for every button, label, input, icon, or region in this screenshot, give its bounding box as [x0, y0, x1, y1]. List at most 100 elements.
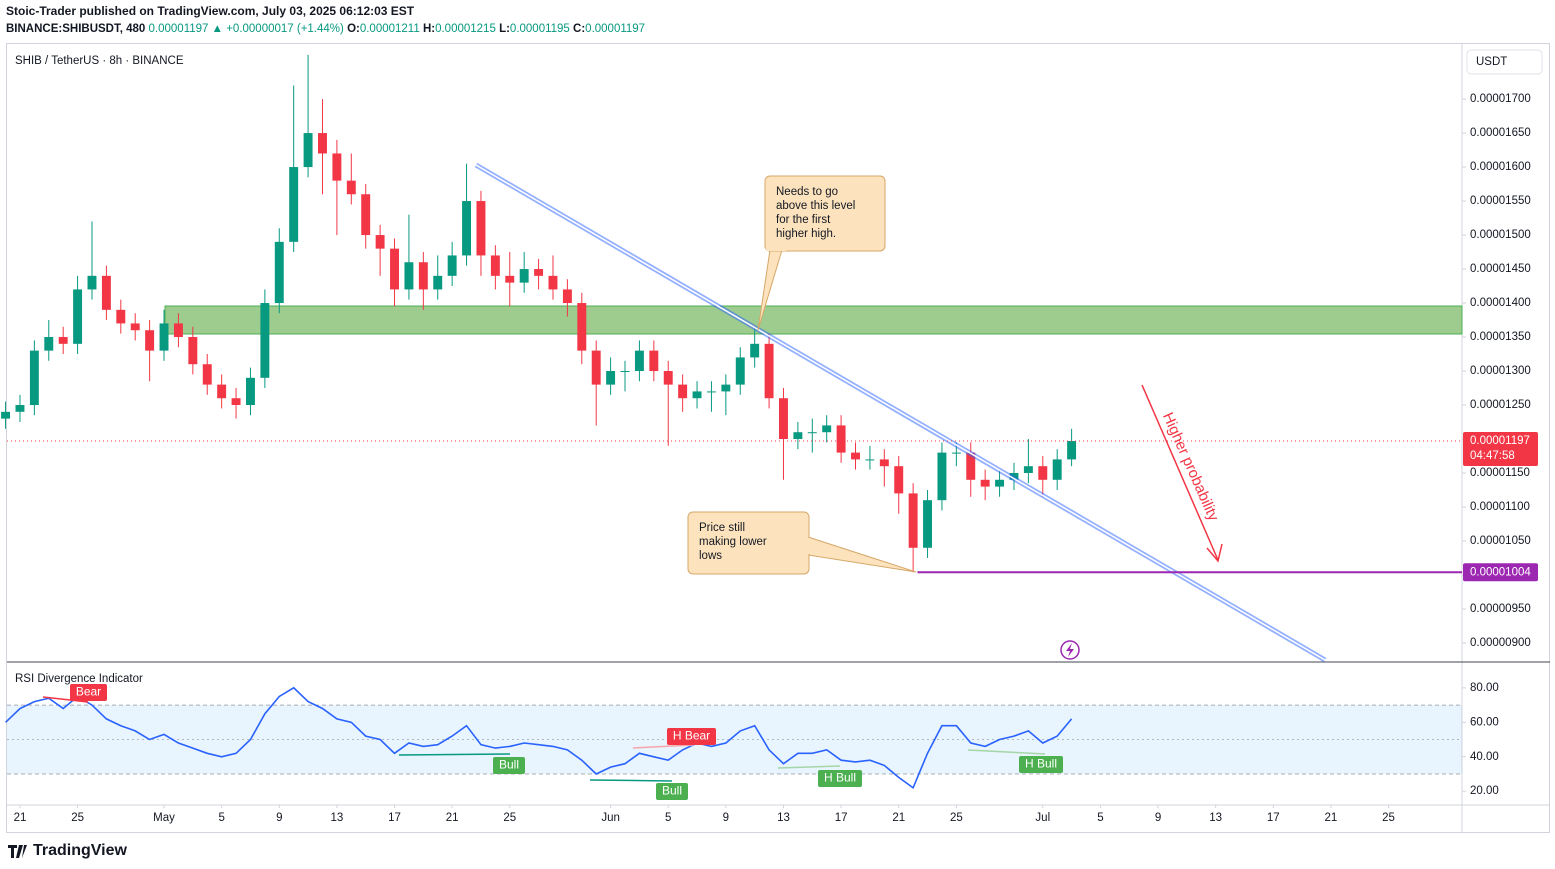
candle-body [289, 167, 299, 242]
ohlc-value: 0.00001215 [435, 23, 496, 35]
candle-body [663, 371, 673, 385]
divergence-line [589, 779, 673, 782]
rsi-tick-label: 40.00 [1470, 751, 1499, 763]
trendline-core [475, 164, 1326, 661]
candle-body [1, 411, 11, 419]
countdown: 04:47:58 [1470, 450, 1515, 462]
x-tick-label: 13 [330, 812, 343, 824]
candle-body [58, 337, 68, 344]
candle-body [462, 201, 472, 256]
brand-logo [8, 845, 27, 858]
publisher: Stoic-Trader published on TradingView.co… [6, 4, 415, 18]
candle-body [822, 425, 832, 433]
candle-body [447, 255, 457, 276]
candle-body [390, 248, 399, 290]
candle-body [217, 384, 227, 399]
x-tick-label: 21 [1325, 812, 1338, 824]
change: ▲ +0.00000017 (+1.44%) [212, 23, 344, 35]
x-tick-label: 21 [892, 812, 905, 824]
x-tick-label: 17 [1267, 812, 1280, 824]
x-tick-label: Jun [601, 812, 620, 824]
x-tick-label: 13 [1209, 812, 1222, 824]
candle-body [534, 269, 544, 276]
candle-body [101, 275, 111, 310]
x-tick-label: 9 [276, 812, 282, 824]
divergence-text: Bull [499, 758, 519, 772]
ohlc-label: H: [423, 23, 435, 35]
candle-body [562, 289, 572, 304]
callout-text: higher high. [776, 228, 836, 240]
candle-body [980, 479, 990, 487]
currency[interactable]: USDT [1476, 56, 1507, 68]
candle-body [433, 275, 443, 290]
callout-text: Price still [699, 522, 745, 534]
candle-body [750, 343, 760, 358]
divergence-label [493, 757, 525, 774]
arrow-head [1206, 543, 1223, 563]
candle-body [274, 241, 284, 304]
divergence-label [667, 728, 716, 745]
x-tick-label: 5 [665, 812, 671, 824]
divergence-line [967, 749, 1046, 755]
divergence-line [777, 765, 841, 769]
divergence-text: H Bull [824, 771, 856, 785]
candle-body [202, 364, 212, 385]
candle-body [923, 500, 933, 548]
divergence-label [818, 770, 862, 787]
candle-body [375, 235, 385, 249]
level-label: 0.00001004 [1470, 566, 1531, 578]
candle-body [591, 350, 601, 385]
candle-body [793, 432, 803, 440]
y-tick-label: 0.00001400 [1470, 297, 1531, 309]
ohlc-label: O: [347, 23, 360, 35]
y-tick-label: 0.00001650 [1470, 127, 1531, 139]
callout-text: Needs to go [776, 186, 838, 198]
ohlc-value: 0.00001197 [585, 23, 645, 35]
candle-body [116, 309, 126, 324]
x-tick-label: 25 [1382, 812, 1395, 824]
rsi-tick-label: 20.00 [1470, 785, 1499, 797]
currency-box[interactable] [1466, 49, 1543, 75]
y-tick-label: 0.00000950 [1470, 603, 1531, 615]
candle-body [807, 432, 817, 434]
x-tick-label: 25 [71, 812, 84, 824]
y-tick-label: 0.00001450 [1470, 263, 1531, 275]
candle-body [764, 343, 774, 399]
divergence-text: Bull [662, 784, 682, 798]
candle-body [692, 391, 702, 399]
callout-join [766, 245, 786, 251]
candle-body [706, 391, 716, 393]
candle-body [260, 303, 270, 378]
x-tick-label: 21 [446, 812, 459, 824]
rsi-line [5, 686, 1073, 790]
candle-body [15, 405, 25, 412]
divergence-label [656, 783, 688, 800]
candle-body [188, 337, 198, 365]
x-tick-label: 17 [388, 812, 401, 824]
y-tick-label: 0.00001550 [1470, 195, 1531, 207]
symbol-line: BINANCE:SHIBUSDT, 480 0.00001197 ▲ +0.00… [6, 23, 645, 35]
divergence-label [1019, 756, 1063, 773]
candle-body [548, 275, 558, 290]
zone [164, 305, 1463, 335]
x-tick-label: 25 [950, 812, 963, 824]
rsi-tick-label: 80.00 [1470, 682, 1499, 694]
y-tick-label: 0.00001100 [1470, 501, 1530, 513]
x-tick-label: 13 [777, 812, 790, 824]
x-tick-label: May [153, 812, 175, 824]
candle-body [577, 303, 587, 351]
candle-body [951, 452, 961, 454]
candle-body [721, 384, 731, 392]
divergence-text: H Bull [1025, 757, 1057, 771]
candle-body [361, 194, 371, 236]
x-tick-label: 9 [723, 812, 729, 824]
candle-body [1038, 466, 1048, 480]
candle-body [29, 350, 39, 406]
candle-body [130, 323, 140, 331]
callout-text: making lower [699, 536, 767, 548]
candle-body [73, 289, 83, 344]
ohlc-value: 0.00001211 [360, 23, 420, 35]
candle-body [505, 275, 515, 283]
callout-text: above this level [776, 200, 855, 212]
